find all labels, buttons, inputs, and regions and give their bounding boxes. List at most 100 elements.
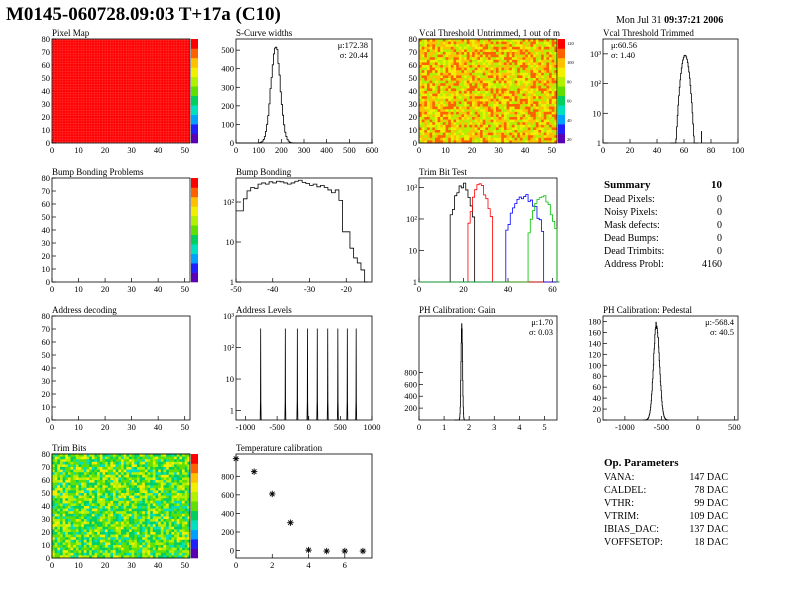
heatmap-cell bbox=[118, 467, 122, 470]
heatmap-cell bbox=[105, 461, 109, 465]
heatmap-cell bbox=[59, 545, 63, 548]
heatmap-cell bbox=[522, 44, 526, 48]
heatmap-cell bbox=[514, 75, 518, 79]
heatmap-cell bbox=[107, 539, 111, 543]
heatmap-cell bbox=[480, 109, 483, 113]
heatmap-cell bbox=[147, 534, 151, 538]
heatmap-cell bbox=[144, 511, 148, 515]
heatmap-cell bbox=[488, 72, 491, 76]
heatmap-cell bbox=[429, 67, 433, 71]
heatmap-cell bbox=[107, 513, 111, 517]
heatmap-cell bbox=[466, 52, 470, 55]
heatmap-cell bbox=[530, 137, 534, 141]
heatmap-cell bbox=[466, 101, 470, 105]
heatmap-cell bbox=[498, 44, 502, 48]
heatmap-cell bbox=[158, 547, 162, 551]
heatmap-cell bbox=[469, 44, 473, 48]
heatmap-cell bbox=[493, 137, 497, 141]
heatmap-cell bbox=[485, 106, 489, 110]
heatmap-cell bbox=[163, 542, 167, 546]
heatmap-cell bbox=[434, 98, 438, 102]
heatmap-cell bbox=[123, 454, 127, 457]
heatmap-cell bbox=[155, 534, 159, 538]
heatmap-cell bbox=[482, 72, 486, 76]
heatmap-cell bbox=[445, 39, 449, 42]
heatmap-cell bbox=[533, 93, 537, 97]
heatmap-cell bbox=[503, 98, 507, 102]
heatmap-cell bbox=[67, 532, 71, 535]
heatmap-cell bbox=[152, 467, 156, 470]
heatmap-cell bbox=[546, 46, 550, 50]
heatmap-cell bbox=[142, 482, 146, 486]
x-tick-label: 50 bbox=[180, 560, 189, 570]
heatmap-cell bbox=[107, 511, 111, 515]
heatmap-cell bbox=[482, 104, 486, 107]
heatmap-cell bbox=[144, 456, 148, 460]
heatmap-cell bbox=[495, 111, 499, 115]
heatmap-cell bbox=[482, 41, 486, 45]
heatmap-cell bbox=[107, 487, 111, 491]
heatmap-cell bbox=[139, 472, 143, 476]
heatmap-cell bbox=[549, 101, 552, 105]
heatmap-cell bbox=[464, 137, 468, 141]
heatmap-cell bbox=[517, 83, 521, 87]
heatmap-cell bbox=[105, 495, 109, 499]
heatmap-cell bbox=[458, 75, 462, 79]
heatmap-cell bbox=[107, 480, 111, 483]
heatmap-cell bbox=[424, 39, 428, 42]
heatmap-cell bbox=[174, 552, 178, 556]
heatmap-cell bbox=[490, 111, 494, 115]
heatmap-cell bbox=[432, 122, 436, 126]
heatmap-cell bbox=[99, 555, 103, 559]
heatmap-cell bbox=[115, 490, 119, 494]
heatmap-cell bbox=[426, 41, 430, 45]
heatmap-cell bbox=[75, 555, 79, 559]
heatmap-cell bbox=[150, 467, 154, 470]
heatmap-cell bbox=[551, 44, 555, 48]
heatmap-cell bbox=[519, 44, 523, 48]
heatmap-cell bbox=[99, 534, 103, 538]
heatmap-cell bbox=[442, 59, 446, 63]
heatmap-cell bbox=[440, 135, 444, 139]
heatmap-cell bbox=[442, 54, 446, 58]
x-tick-label: 50 bbox=[547, 145, 556, 155]
heatmap-cell bbox=[525, 124, 529, 128]
heatmap-cell bbox=[464, 49, 468, 53]
heatmap-cell bbox=[506, 67, 510, 71]
heatmap-cell bbox=[493, 98, 497, 102]
heatmap-cell bbox=[506, 132, 510, 136]
heatmap-cell bbox=[517, 65, 521, 68]
heatmap-cell bbox=[541, 88, 545, 92]
op-parameter-row: IBIAS_DAC: 137 DAC bbox=[604, 523, 728, 536]
x-tick-label: 60 bbox=[680, 145, 689, 155]
heatmap-cell bbox=[89, 513, 93, 517]
heatmap-cell bbox=[81, 503, 85, 507]
heatmap-cell bbox=[136, 506, 140, 509]
heatmap-cell bbox=[434, 93, 438, 97]
heatmap-cell bbox=[155, 485, 159, 489]
heatmap-cell bbox=[105, 511, 109, 515]
heatmap-cell bbox=[134, 498, 138, 502]
heatmap-cell bbox=[139, 529, 143, 533]
heatmap-cell bbox=[432, 52, 436, 55]
heatmap-cell bbox=[551, 127, 555, 131]
colorbar-segment bbox=[191, 234, 198, 245]
heatmap-cell bbox=[432, 67, 436, 71]
heatmap-cell bbox=[187, 472, 191, 476]
heatmap-cell bbox=[437, 101, 441, 105]
heatmap-cell bbox=[150, 493, 154, 496]
heatmap-cell bbox=[445, 54, 449, 58]
heatmap-cell bbox=[115, 472, 119, 476]
colorbar-segment bbox=[191, 225, 198, 236]
heatmap-cell bbox=[107, 490, 111, 494]
heatmap-cell bbox=[86, 472, 90, 476]
heatmap-cell bbox=[543, 83, 547, 87]
heatmap-cell bbox=[517, 75, 521, 79]
heatmap-cell bbox=[517, 109, 521, 113]
heatmap-cell bbox=[501, 98, 505, 102]
heatmap-cell bbox=[442, 67, 446, 71]
heatmap-cell bbox=[134, 495, 138, 499]
heatmap-cell bbox=[102, 534, 106, 538]
heatmap-cell bbox=[99, 539, 103, 543]
heatmap-cell bbox=[113, 456, 116, 460]
